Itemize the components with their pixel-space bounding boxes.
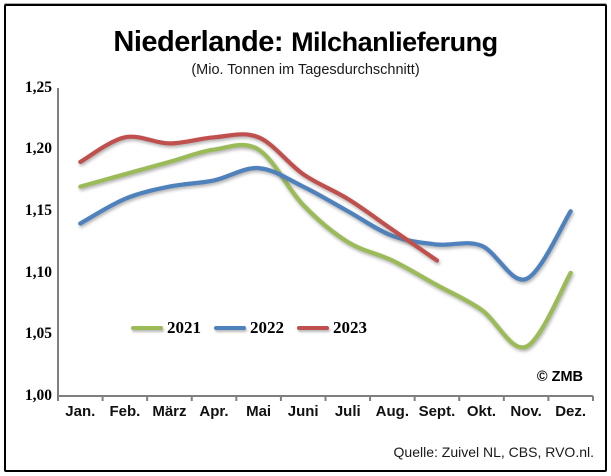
x-axis-tick-label: Dez.	[555, 403, 587, 420]
y-axis-tick-label: 1,00	[24, 387, 52, 404]
zmb-watermark: © ZMB	[536, 369, 583, 385]
legend-swatch-2023	[297, 326, 329, 330]
legend-label-2021: 2021	[167, 318, 201, 337]
y-axis-tick-label: 1,20	[24, 140, 52, 157]
legend-swatch-2021	[131, 326, 163, 330]
y-axis-tick-label: 1,25	[24, 79, 52, 96]
series-line-2021	[78, 142, 573, 350]
legend-label-2023: 2023	[333, 318, 367, 337]
x-axis-labels: Jan. Feb. März Apr. Mai Juni Juli Aug. S…	[58, 403, 593, 420]
y-axis-tick-label: 1,15	[24, 202, 52, 219]
x-axis-tick-label: Sept.	[418, 403, 456, 420]
chart-border	[4, 4, 607, 472]
y-axis-tick-label: 1,05	[24, 325, 52, 342]
y-axis-tick-label: 1,10	[24, 264, 52, 281]
x-axis-tick-label: Aug.	[375, 403, 409, 420]
x-axis-tick-label: Mai	[246, 403, 272, 420]
chart-title-subject: Milchanlieferung	[291, 27, 498, 57]
legend-item-2023: 2023	[297, 318, 367, 338]
series-line-2022	[78, 165, 573, 282]
chart-title: Niederlande: Milchanlieferung	[0, 26, 611, 59]
legend-swatch-2022	[214, 326, 246, 330]
legend-item-2022: 2022	[214, 318, 284, 338]
legend: 2021 2022 2023	[131, 318, 367, 338]
x-axis-tick-label: Feb.	[109, 403, 141, 420]
x-axis-tick-label: Juli	[334, 403, 361, 420]
source-note: Quelle: Zuivel NL, CBS, RVO.nl.	[393, 444, 594, 460]
legend-label-2022: 2022	[250, 318, 284, 337]
chart-subtitle: (Mio. Tonnen im Tagesdurchschnitt)	[191, 62, 420, 78]
x-axis-tick-label: Jan.	[65, 403, 96, 420]
axes	[57, 88, 594, 401]
x-axis-tick-label: Apr.	[199, 403, 229, 420]
chart-title-region: Niederlande:	[113, 26, 284, 58]
x-axis-tick-label: Nov.	[510, 403, 542, 420]
series-line-2023	[78, 132, 440, 263]
x-axis-tick-label: Juni	[287, 403, 319, 420]
x-axis-tick-label: März	[152, 403, 187, 420]
legend-item-2021: 2021	[131, 318, 201, 338]
x-axis-tick-label: Okt.	[466, 403, 497, 420]
